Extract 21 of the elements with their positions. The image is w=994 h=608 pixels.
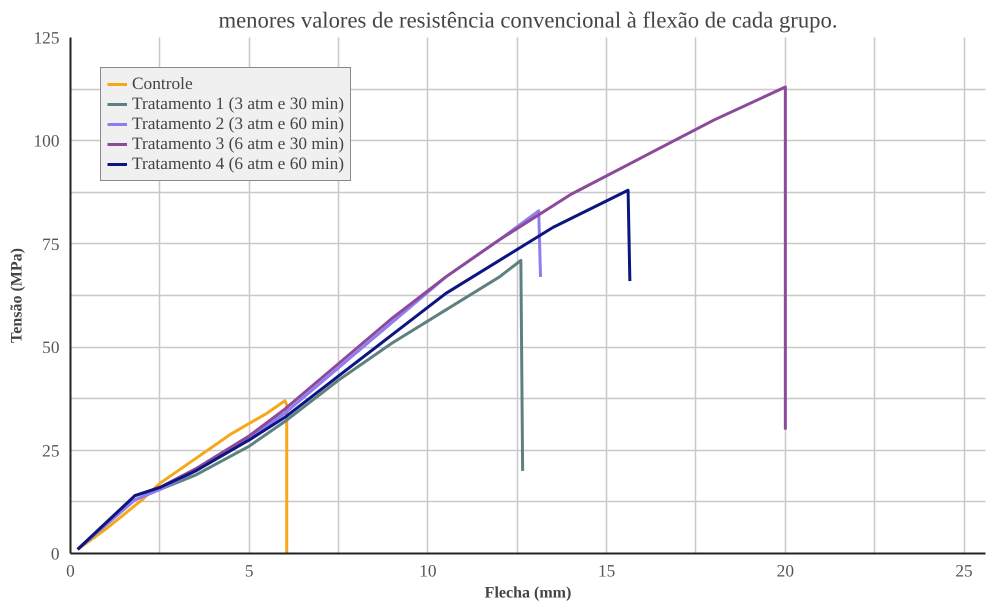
line-series: [76, 188, 632, 551]
x-tick-label: 0: [66, 562, 75, 580]
y-axis-title: Tensão (MPa): [8, 248, 26, 343]
y-tick-label: 125: [34, 28, 60, 48]
x-tick-label: 10: [419, 562, 437, 580]
x-tick-label: 20: [776, 562, 794, 580]
x-tick-label: 15: [598, 562, 616, 580]
legend-label: Tratamento 4 (6 atm e 60 min): [132, 154, 344, 174]
y-tick-label: 0: [50, 544, 60, 564]
legend-label: Tratamento 1 (3 atm e 30 min): [132, 94, 344, 114]
x-tick-label: 5: [244, 562, 254, 580]
y-tick-label: 75: [42, 234, 60, 254]
x-axis-title: Flecha (mm): [484, 584, 572, 602]
legend-label: Tratamento 3 (6 atm e 30 min): [132, 134, 344, 154]
chart-title: menores valores de resistência convencional à flexão de cada grupo.: [218, 8, 838, 32]
x-tick-label: 25: [955, 562, 973, 580]
legend-label: Controle: [132, 74, 193, 94]
y-tick-label: 50: [42, 338, 60, 358]
legend-label: Tratamento 2 (3 atm e 60 min): [132, 114, 344, 134]
y-tick-label: 100: [34, 132, 60, 151]
y-tick-label: 25: [42, 441, 60, 460]
